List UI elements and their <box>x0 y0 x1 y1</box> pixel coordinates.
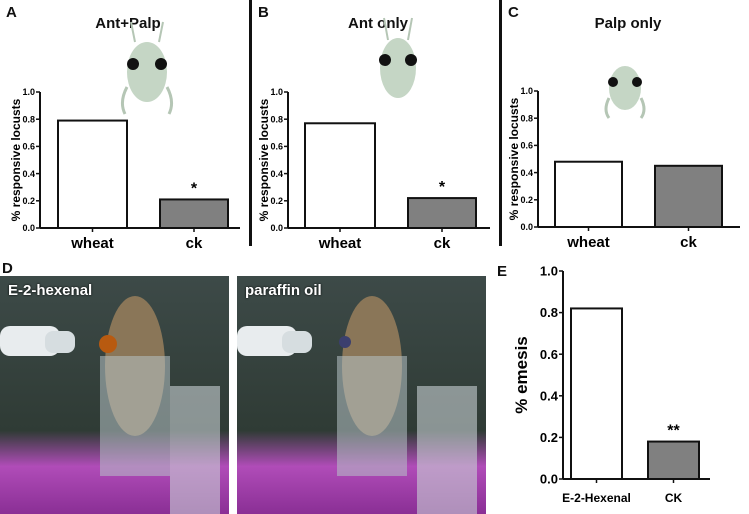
y-tick-label: 0.8 <box>22 114 35 124</box>
y-tick-label: 0.8 <box>540 305 558 320</box>
bar-wheat <box>304 122 376 229</box>
panel-label-a: A <box>6 4 17 21</box>
significance-marker: * <box>439 179 446 196</box>
locust-head-icon <box>120 21 174 115</box>
locust-photo <box>0 276 229 514</box>
y-tick-label: 1.0 <box>270 87 283 97</box>
y-tick-label: 0.8 <box>270 114 283 124</box>
y-tick-label: 0.2 <box>540 430 558 445</box>
y-axis-label: % responsive locusts <box>9 98 23 221</box>
bar-wheat <box>57 119 128 229</box>
panel-title-b: Ant only <box>348 15 408 32</box>
photo-label: paraffin oil <box>245 282 322 299</box>
y-tick-label: 1.0 <box>520 86 533 96</box>
photo-paraffin-oil: paraffin oil <box>237 276 486 514</box>
y-tick-label: 0.2 <box>22 196 35 206</box>
y-tick-label: 0.6 <box>270 142 283 152</box>
y-tick-label: 0.4 <box>540 388 559 403</box>
photo-e-2-hexenal: E-2-hexenal <box>0 276 229 514</box>
locust-photo <box>237 276 486 514</box>
y-tick-label: 0.4 <box>520 168 533 178</box>
divider <box>249 0 252 246</box>
bar-e-2-hexenal <box>570 307 623 480</box>
bar-ck <box>159 198 229 230</box>
y-tick-label: 0.0 <box>520 222 533 232</box>
y-tick-label: 0.8 <box>520 113 533 123</box>
divider <box>499 0 502 246</box>
x-tick-label: ck <box>680 234 697 251</box>
y-tick-label: 1.0 <box>540 264 558 279</box>
bar-ck <box>654 164 723 229</box>
panel-title-a: Ant+Palp <box>95 15 161 32</box>
x-tick-label: ck <box>434 235 451 252</box>
chart-c: wheat ck 0.0 0.2 0.4 0.6 0.8 1.0% responsive lo… <box>507 86 740 251</box>
chart-a: wheat ck * 0.0 0.2 0.4 0.6 0.8 1.0% responsive l… <box>9 87 240 252</box>
significance-marker: ** <box>667 423 680 440</box>
panel-label-c: C <box>508 4 519 21</box>
y-tick-label: 0.2 <box>520 195 533 205</box>
photo-label: E-2-hexenal <box>8 282 93 299</box>
panel-label-b: B <box>258 4 269 21</box>
y-axis-label: % emesis <box>512 336 531 414</box>
y-tick-label: 0.0 <box>540 472 558 487</box>
chart-b: wheat ck * 0.0 0.2 0.4 0.6 0.8 1.0% responsive l… <box>257 87 490 252</box>
x-tick-label: ck <box>186 235 203 252</box>
y-axis-label: % responsive locusts <box>507 97 521 220</box>
panel-label-e: E <box>497 263 508 280</box>
x-tick-label: CK <box>665 491 683 505</box>
y-tick-label: 1.0 <box>22 87 35 97</box>
x-tick-label: wheat <box>566 234 610 251</box>
x-tick-label: wheat <box>318 235 362 252</box>
x-tick-label: E-2-Hexenal <box>562 491 631 505</box>
significance-marker: * <box>191 180 198 197</box>
y-tick-label: 0.4 <box>270 169 283 179</box>
y-tick-label: 0.6 <box>22 142 35 152</box>
y-tick-label: 0.6 <box>540 347 558 362</box>
bar-ck <box>647 440 700 480</box>
y-tick-label: 0.4 <box>22 169 35 179</box>
panel-title-c: Palp only <box>594 15 662 32</box>
bar-ck <box>407 197 477 230</box>
y-axis-label: % responsive locusts <box>257 98 271 221</box>
x-tick-label: wheat <box>70 235 114 252</box>
panel-label-d: D <box>2 260 13 277</box>
y-tick-label: 0.0 <box>22 223 35 233</box>
y-tick-label: 0.6 <box>520 141 533 151</box>
y-tick-label: 0.2 <box>270 196 283 206</box>
bar-wheat <box>554 160 623 228</box>
y-tick-label: 0.0 <box>270 223 283 233</box>
chart-e: E-2-Hexenal CK ** 0.0 0.2 0.4 0.6 0.8 1.0 % emesi… <box>512 264 710 505</box>
locust-head-icon <box>604 66 646 119</box>
